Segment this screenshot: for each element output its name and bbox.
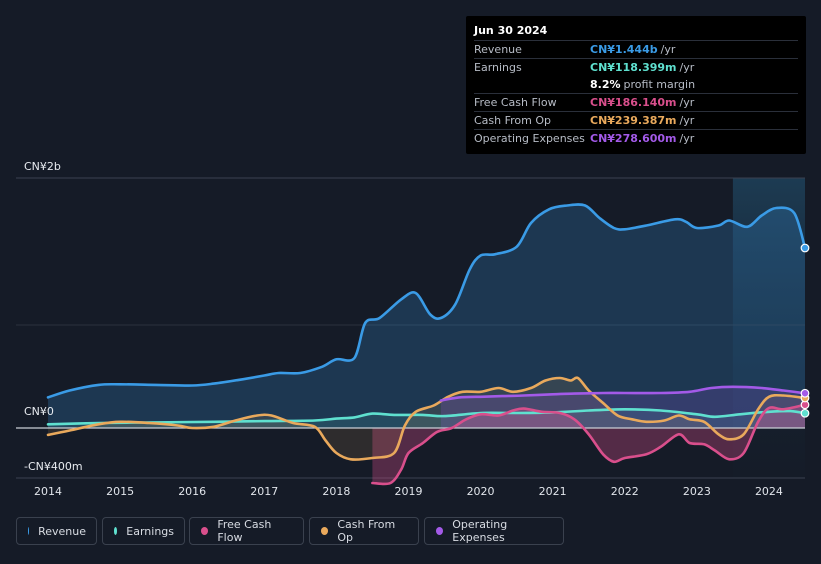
earnings-dot-icon — [114, 527, 118, 535]
x-tick-label: 2019 — [394, 485, 422, 498]
cash-from-op-dot-icon — [321, 527, 329, 535]
revenue-line — [46, 203, 807, 399]
legend-item-free-cash-flow[interactable]: Free Cash Flow — [189, 517, 304, 545]
tooltip-label: Earnings — [474, 61, 522, 74]
earnings-end-point — [800, 408, 810, 418]
tooltip-unit: profit margin — [623, 78, 696, 91]
tooltip-date: Jun 30 2024 — [474, 24, 548, 37]
x-tick-label: 2021 — [539, 485, 567, 498]
operating-expenses-end-point — [800, 388, 810, 398]
x-tick-label: 2022 — [611, 485, 639, 498]
tooltip-row-earnings: Earnings CN¥118.399m /yr — [474, 58, 798, 76]
free-cash-flow-area — [372, 404, 805, 484]
data-tooltip: Jun 30 2024 Revenue CN¥1.444b /yr Earnin… — [466, 16, 806, 154]
tooltip-label: Operating Expenses — [474, 132, 585, 145]
tooltip-row-operating-expenses: Operating Expenses CN¥278.600m /yr — [474, 129, 798, 147]
tooltip-unit: /yr — [660, 43, 676, 56]
operating-expenses-line — [439, 385, 807, 402]
tooltip-value: CN¥1.444b — [590, 43, 658, 56]
legend-label: Earnings — [126, 524, 174, 538]
tooltip-label: Cash From Op — [474, 114, 552, 127]
revenue-area — [48, 204, 805, 428]
cash-from-op-line — [46, 376, 807, 461]
revenue-dot-icon — [28, 527, 30, 535]
tooltip-row-margin: 8.2% profit margin — [474, 76, 798, 93]
x-tick-label: 2015 — [106, 485, 134, 498]
tooltip-row-free-cash-flow: Free Cash Flow CN¥186.140m /yr — [474, 93, 798, 111]
tooltip-value: CN¥186.140m — [590, 96, 677, 109]
tooltip-unit: /yr — [679, 114, 695, 127]
tooltip-row-revenue: Revenue CN¥1.444b /yr — [474, 40, 798, 58]
free-cash-flow-line — [371, 403, 807, 486]
legend-item-cash-from-op[interactable]: Cash From Op — [309, 517, 419, 545]
tooltip-unit: /yr — [679, 96, 695, 109]
x-tick-label: 2024 — [755, 485, 783, 498]
tooltip-value: CN¥278.600m — [590, 132, 677, 145]
tooltip-label: Free Cash Flow — [474, 96, 557, 109]
legend-label: Revenue — [38, 524, 86, 538]
tooltip-unit: /yr — [679, 61, 695, 74]
legend-item-earnings[interactable]: Earnings — [102, 517, 185, 545]
y-axis-top-label: CN¥2b — [24, 160, 61, 173]
earnings-line — [46, 408, 807, 426]
legend-item-operating-expenses[interactable]: Operating Expenses — [424, 517, 564, 545]
x-tick-label: 2016 — [178, 485, 206, 498]
tooltip-row-cash-from-op: Cash From Op CN¥239.387m /yr — [474, 111, 798, 129]
legend-label: Cash From Op — [337, 518, 396, 544]
x-tick-label: 2018 — [322, 485, 350, 498]
x-tick-label: 2020 — [467, 485, 495, 498]
cash-from-op-area — [48, 377, 805, 460]
legend-label: Free Cash Flow — [217, 518, 272, 544]
x-tick-label: 2014 — [34, 485, 62, 498]
tooltip-value: CN¥118.399m — [590, 61, 677, 74]
x-tick-label: 2017 — [250, 485, 278, 498]
tooltip-label: Revenue — [474, 43, 522, 56]
tooltip-value: CN¥239.387m — [590, 114, 677, 127]
operating-expenses-dot-icon — [436, 527, 444, 535]
y-axis-zero-label: CN¥0 — [24, 405, 54, 418]
legend-item-revenue[interactable]: Revenue — [16, 517, 97, 545]
x-tick-label: 2023 — [683, 485, 711, 498]
tooltip-unit: /yr — [679, 132, 695, 145]
tooltip-value: 8.2% — [590, 78, 621, 91]
legend-label: Operating Expenses — [452, 518, 508, 544]
y-axis-bottom-label: -CN¥400m — [24, 460, 83, 473]
revenue-end-point — [800, 243, 810, 253]
free-cash-flow-dot-icon — [201, 527, 209, 535]
